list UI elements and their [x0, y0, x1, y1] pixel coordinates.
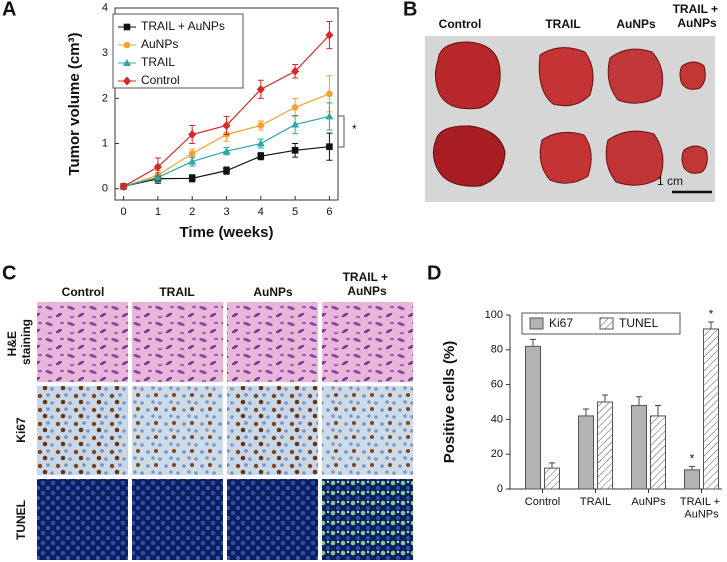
error-bar — [708, 321, 714, 329]
error-bar — [583, 408, 589, 416]
x-tick-label: 6 — [326, 206, 332, 218]
row-label: Ki67 — [14, 417, 28, 443]
bar — [631, 404, 647, 490]
marker — [222, 147, 231, 155]
x-axis-label: Time (weeks) — [180, 224, 274, 241]
column-label: Control — [62, 285, 105, 299]
marker — [153, 162, 162, 172]
bar — [650, 415, 666, 490]
error-bar — [602, 394, 608, 402]
marker — [256, 84, 265, 94]
marker — [326, 143, 333, 150]
x-tick-label: 2 — [189, 206, 195, 218]
y-axis-label: Tumor volume (cm³) — [66, 32, 83, 175]
error-bar — [689, 465, 695, 470]
column-label: TRAIL — [545, 17, 580, 31]
column-label: Control — [439, 17, 482, 31]
legend-label: TRAIL + AuNPs — [141, 19, 225, 33]
bar — [703, 328, 719, 490]
bar — [578, 415, 594, 490]
legend-box — [112, 13, 244, 89]
x-tick-label: 5 — [292, 206, 298, 218]
panel-label: D — [427, 262, 441, 284]
x-tick-label: AuNPs — [631, 496, 666, 508]
error-bar — [655, 404, 661, 416]
marker — [257, 122, 265, 129]
legend-label: Ki67 — [549, 316, 573, 330]
y-tick-label: 0 — [497, 483, 503, 495]
marker — [123, 59, 131, 66]
error-bar — [636, 396, 642, 406]
marker — [291, 104, 299, 111]
marker — [188, 157, 197, 165]
x-tick-label: 0 — [121, 206, 127, 218]
legend-label: AuNPs — [141, 37, 178, 51]
row-label: H&E staining — [5, 319, 33, 365]
tumor-photo — [425, 36, 715, 202]
column-label: AuNPs — [253, 285, 293, 299]
y-tick-label: 20 — [491, 448, 503, 460]
marker — [325, 30, 334, 40]
marker — [326, 90, 333, 98]
marker — [119, 181, 128, 191]
y-tick-label: 60 — [491, 379, 503, 391]
legend-label: TRAIL — [141, 55, 175, 69]
y-tick-label: 1 — [102, 137, 108, 149]
annotation: * — [709, 307, 714, 321]
y-tick-label: 80 — [491, 344, 503, 356]
marker — [188, 150, 196, 157]
bar — [597, 401, 613, 490]
marker — [123, 76, 131, 86]
marker — [291, 147, 299, 154]
x-tick-label: 4 — [258, 206, 264, 218]
x-tick-label: TRAIL — [580, 496, 611, 508]
column-label: TRAIL + AuNPs — [343, 270, 392, 298]
panel-label: C — [2, 262, 16, 284]
y-tick-label: 0 — [102, 183, 108, 195]
legend-label: TUNEL — [619, 316, 659, 330]
scale-bar-label: 1 cm — [657, 174, 683, 188]
marker — [291, 66, 300, 76]
significance-bracket — [338, 115, 345, 148]
legend-label: Control — [141, 73, 180, 87]
x-tick-label: TRAIL + AuNPs — [680, 496, 723, 521]
marker — [123, 23, 131, 31]
y-axis-label: Positive cells (%) — [441, 341, 458, 464]
panel-label: A — [2, 0, 16, 20]
bar — [525, 345, 541, 490]
error-bar — [530, 338, 536, 347]
x-tick-label: 1 — [155, 206, 161, 218]
column-label: AuNPs — [616, 17, 656, 31]
marker — [325, 112, 334, 120]
panel-label: B — [403, 0, 417, 20]
y-tick-label: 4 — [102, 2, 108, 14]
marker — [256, 139, 265, 147]
error-bar — [549, 462, 555, 469]
annotation: * — [690, 452, 695, 466]
marker — [123, 41, 131, 49]
marker — [153, 173, 162, 181]
row-label: TUNEL — [14, 500, 28, 540]
bar — [684, 469, 700, 490]
marker — [222, 120, 231, 130]
marker — [291, 120, 300, 128]
marker — [257, 152, 265, 160]
y-tick-label: 2 — [102, 92, 108, 104]
column-label: TRAIL — [159, 285, 194, 299]
bar — [544, 467, 560, 490]
y-tick-label: 3 — [102, 47, 108, 59]
legend-swatch — [529, 317, 544, 330]
legend-swatch — [599, 317, 614, 330]
x-tick-label: Control — [525, 496, 560, 508]
x-tick-label: 3 — [223, 206, 229, 218]
tissue-images — [37, 302, 413, 560]
y-tick-label: 100 — [485, 309, 503, 321]
marker — [188, 129, 197, 139]
annotation: * — [352, 122, 357, 136]
marker — [223, 167, 230, 174]
y-tick-label: 40 — [491, 413, 503, 425]
marker — [188, 175, 196, 182]
column-label: TRAIL + AuNPs — [673, 2, 722, 30]
